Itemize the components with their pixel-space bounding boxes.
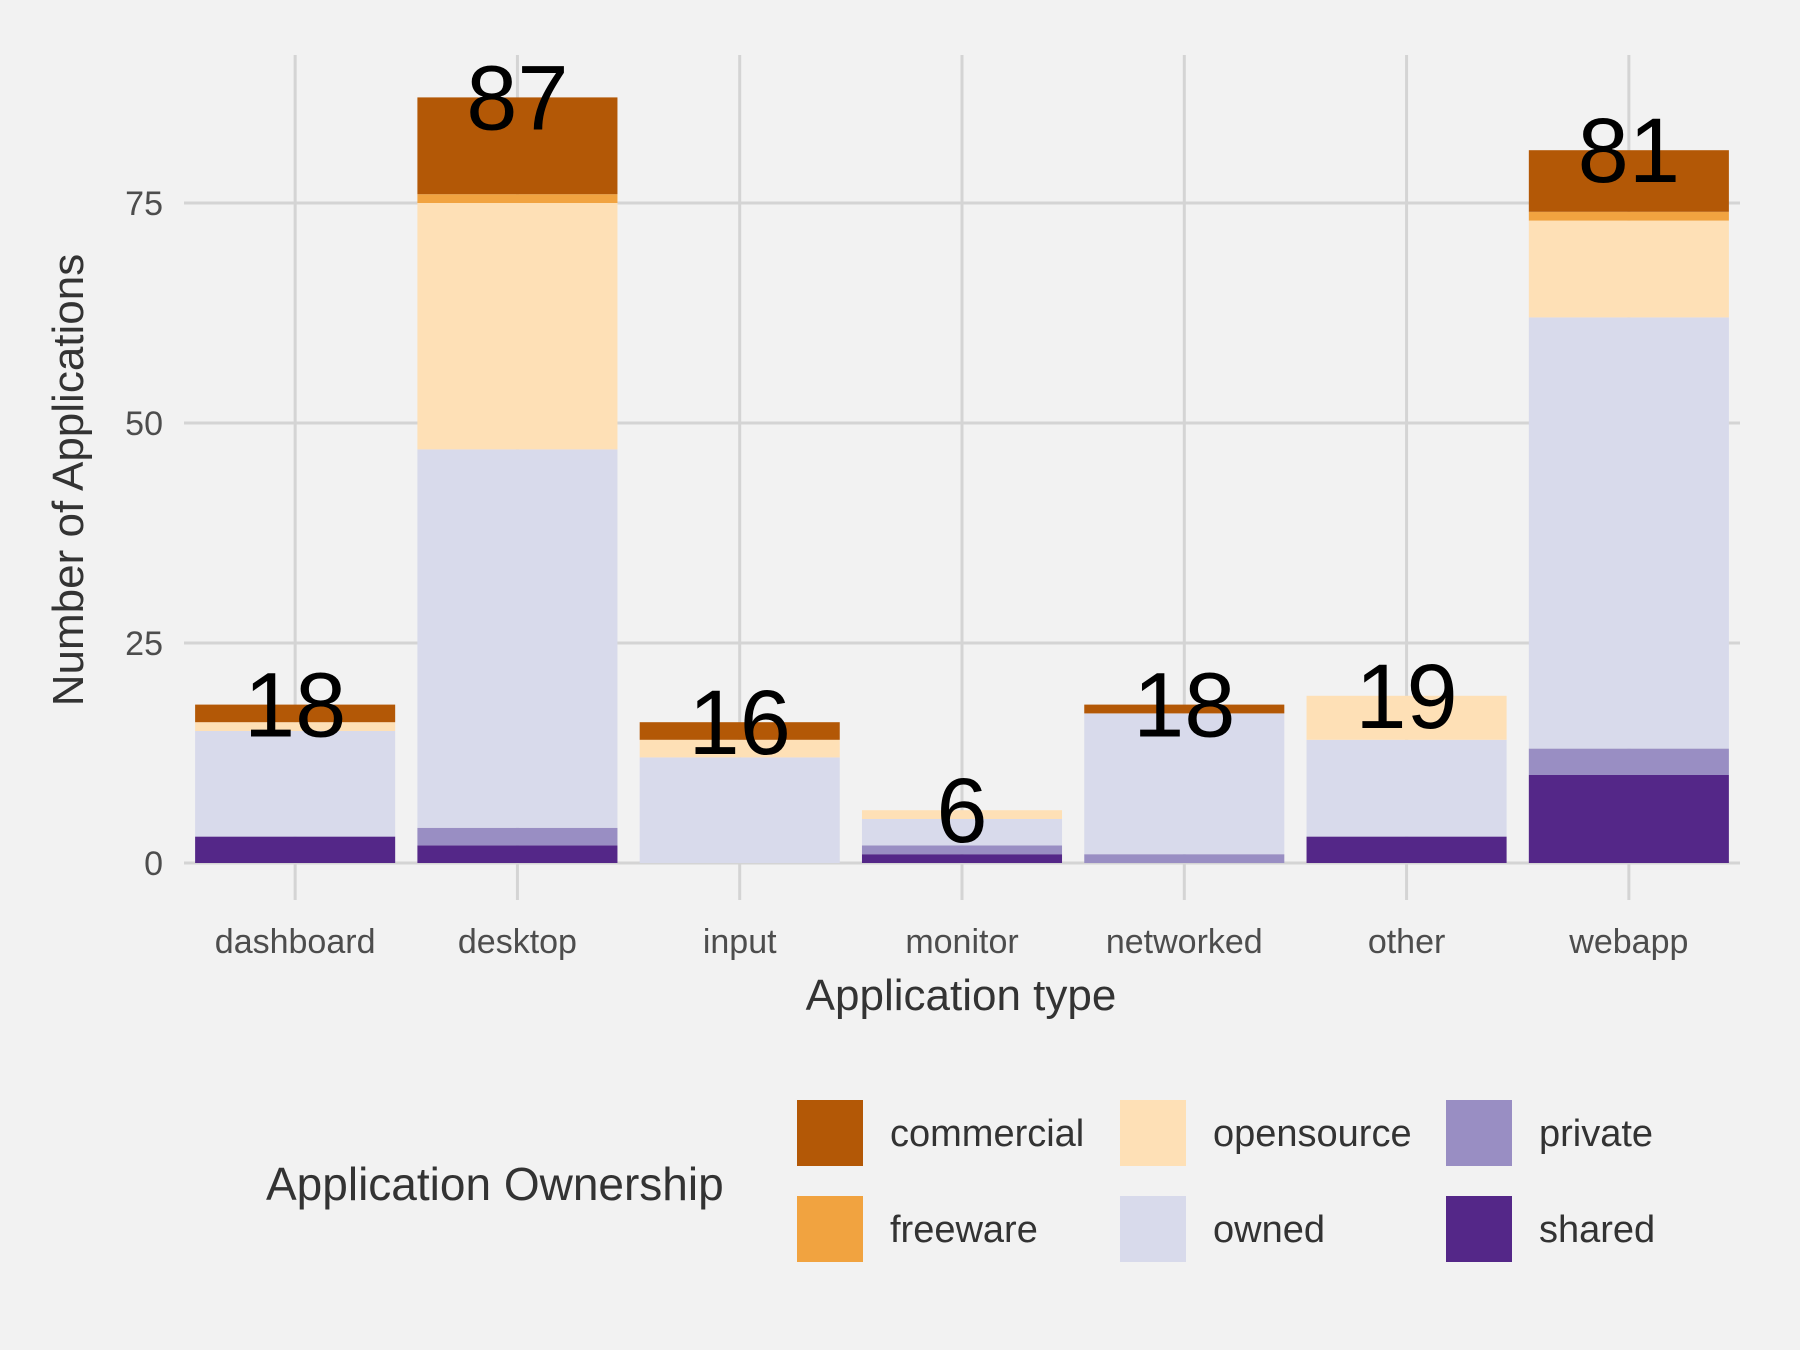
total-label: 16 <box>689 672 791 774</box>
legend-item-opensource: opensource <box>1120 1100 1412 1166</box>
legend-item-shared: shared <box>1446 1196 1655 1262</box>
legend-swatch <box>797 1196 863 1262</box>
total-label: 6 <box>936 760 987 862</box>
legend-item-owned: owned <box>1120 1196 1325 1262</box>
legend: Application Ownership commercial freeware… <box>266 1100 1655 1262</box>
x-axis-title: Application type <box>806 971 1117 1020</box>
bar-segment-commercial <box>195 704 396 723</box>
bar-segment-opensource <box>195 722 396 731</box>
total-labels: 18 87 16 6 18 19 81 <box>244 47 1680 862</box>
bar-segment-commercial <box>1084 704 1285 714</box>
legend-label: private <box>1539 1113 1653 1155</box>
legend-item-commercial: commercial <box>797 1100 1084 1166</box>
bar-segment-freeware <box>417 194 618 203</box>
legend-swatch <box>1446 1196 1512 1262</box>
total-label: 18 <box>1133 655 1235 757</box>
bar-segment-opensource <box>1306 695 1507 740</box>
legend-label: opensource <box>1213 1113 1412 1155</box>
legend-swatch <box>797 1100 863 1166</box>
x-tick-label: webapp <box>1568 923 1688 961</box>
bars <box>195 97 1729 863</box>
legend-title: Application Ownership <box>266 1158 724 1210</box>
y-tick-label: 75 <box>125 185 163 223</box>
bar-segment-private <box>861 845 1063 855</box>
legend-swatch <box>1120 1100 1186 1166</box>
bar-segment-private <box>1528 748 1729 775</box>
legend-item-private: private <box>1446 1100 1653 1166</box>
bar-segment-private <box>417 827 618 846</box>
x-tick-label: desktop <box>458 923 577 961</box>
legend-label: owned <box>1213 1209 1325 1251</box>
x-tick-label: input <box>703 923 777 961</box>
axis-ticks: 0 25 50 75 dashboard desktop input monitor netwo… <box>125 185 1688 961</box>
bar-segment-opensource <box>639 739 840 758</box>
x-tick-label: monitor <box>905 923 1018 961</box>
bar-segment-commercial <box>1528 150 1729 212</box>
bar-segment-shared <box>1306 836 1507 863</box>
bar-segment-shared <box>195 836 396 863</box>
y-axis-title: Number of Applications <box>44 254 93 706</box>
bar-segment-private <box>1084 854 1285 863</box>
bar-segment-owned <box>639 757 840 863</box>
bar-segment-opensource <box>1528 220 1729 318</box>
legend-item-freeware: freeware <box>797 1196 1038 1262</box>
bar-segment-owned <box>195 731 396 837</box>
bar-segment-owned <box>861 819 1063 846</box>
legend-label: shared <box>1539 1209 1655 1251</box>
bar-segment-owned <box>1306 739 1507 837</box>
total-label: 19 <box>1355 646 1457 748</box>
bar-segment-freeware <box>1528 211 1729 221</box>
bar-segment-commercial <box>417 97 618 195</box>
bar-segment-shared <box>1528 775 1729 863</box>
legend-swatch <box>1446 1100 1512 1166</box>
total-label: 87 <box>466 47 568 149</box>
bar-segment-opensource <box>417 203 618 450</box>
bar-segment-opensource <box>861 810 1063 819</box>
x-tick-label: dashboard <box>215 923 376 961</box>
total-label: 18 <box>244 655 346 757</box>
y-tick-label: 25 <box>125 625 163 663</box>
bar-segment-owned <box>1084 713 1285 855</box>
bar-segment-shared <box>417 845 618 863</box>
bar-segment-commercial <box>639 722 840 740</box>
bar-segment-shared <box>861 854 1063 863</box>
x-tick-label: networked <box>1106 923 1263 961</box>
bar-segment-owned <box>417 449 618 828</box>
y-tick-label: 0 <box>144 845 163 883</box>
x-tick-label: other <box>1368 923 1446 961</box>
y-tick-label: 50 <box>125 405 163 443</box>
bar-segment-owned <box>1528 317 1729 749</box>
total-label: 81 <box>1578 100 1680 202</box>
legend-swatch <box>1120 1196 1186 1262</box>
legend-label: freeware <box>890 1209 1038 1251</box>
legend-label: commercial <box>890 1113 1084 1155</box>
